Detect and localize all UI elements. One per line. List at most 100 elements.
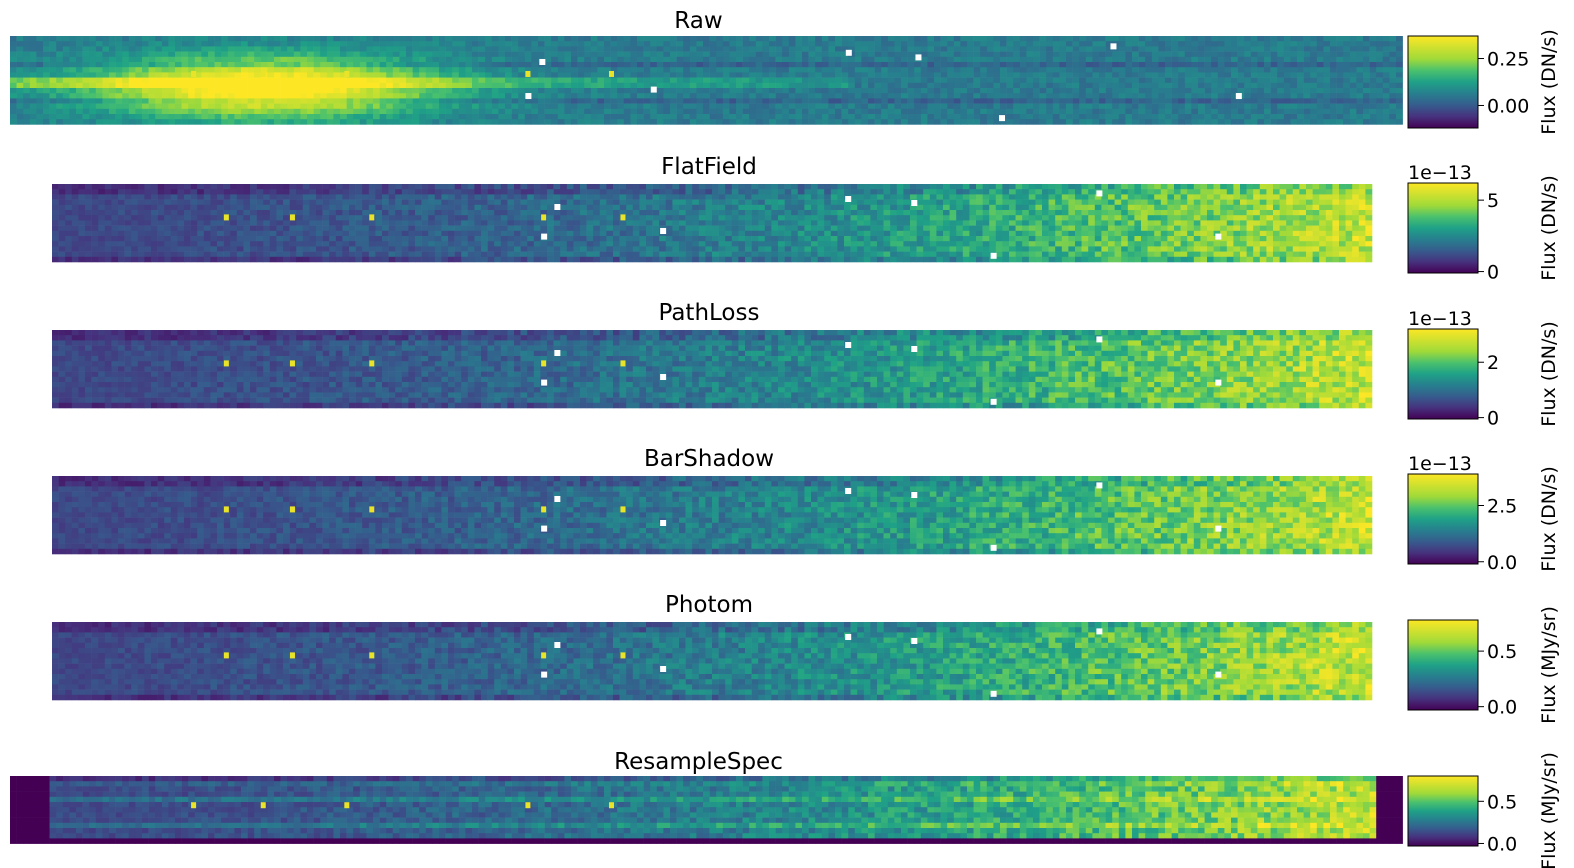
heatmap-cell [907,67,915,73]
heatmap-cell [302,210,310,216]
heatmap-cell [1220,189,1228,195]
heatmap-cell [920,114,928,120]
heatmap-cell [1259,194,1267,200]
heatmap-cell [663,82,671,89]
heatmap-cell [29,62,37,68]
heatmap-cell [1105,103,1113,110]
heatmap-cell [434,199,442,206]
heatmap-cell [36,119,44,125]
heatmap-cell [465,88,473,94]
heatmap-cell [194,98,202,104]
heatmap-cell [1046,36,1054,42]
heatmap-cell [29,103,37,110]
heatmap-cell [698,184,706,190]
heatmap-cell [135,46,143,52]
heatmap-cell [359,103,367,110]
heatmap-cell [415,194,422,200]
heatmap-cell [49,72,57,78]
heatmap-cell [775,56,783,63]
heatmap-cell [170,215,178,221]
heatmap-cell [986,93,994,99]
heatmap-cell [208,62,215,68]
heatmap-cell [102,41,110,47]
heatmap-cell [210,184,218,190]
heatmap-cell [392,51,400,58]
heatmap-cell [927,72,935,78]
heatmap-cell [313,72,321,78]
heatmap-cell [738,189,746,195]
heatmap-cell [1237,72,1245,78]
heatmap-cell [1187,215,1195,221]
heatmap-cell [128,108,136,115]
heatmap-cell [472,88,479,94]
heatmap-cell [982,210,990,216]
heatmap-cell [1000,82,1007,89]
heatmap-cell [1339,210,1346,216]
heatmap-cell [962,210,970,216]
heatmap-cell [920,88,928,94]
heatmap-cell [1114,194,1122,200]
heatmap-cell [663,72,671,78]
heatmap-cell [124,204,132,211]
heatmap-cell [98,204,106,211]
heatmap-cell [386,62,394,68]
heatmap-cell [854,93,862,99]
heatmap-cell [333,119,341,125]
heatmap-cell [663,88,671,94]
heatmap-cell [742,46,750,52]
heatmap-cell [797,199,805,206]
heatmap-cell [395,194,403,200]
heatmap-cell [584,93,592,99]
heatmap-cell [573,215,581,221]
heatmap-cell [936,189,944,195]
heatmap-cell [934,88,941,94]
heatmap-cell [613,189,620,195]
heatmap-cell [1343,88,1351,94]
heatmap-cell [894,67,902,73]
heatmap-cell [300,36,308,42]
heatmap-cell [610,93,618,99]
heatmap-cell [137,184,145,190]
heatmap-cell [797,189,805,195]
heatmap-cell [439,103,446,110]
heatmap-cell [1141,194,1148,200]
heatmap-cell [302,215,310,221]
heatmap-cell [584,46,592,52]
heatmap-cell [1132,36,1139,42]
heatmap-cell [613,199,620,206]
heatmap-cell [1138,82,1146,89]
heatmap-cell [452,51,460,58]
heatmap-cell [557,51,565,58]
heatmap-cell [217,194,224,200]
heatmap-cell [802,77,809,84]
heatmap-cell [910,189,917,195]
heatmap-cell [122,77,130,84]
heatmap-cell [762,36,770,42]
heatmap-cell [967,56,974,63]
heatmap-cell [1118,46,1126,52]
heatmap-cell [142,72,149,78]
heatmap-cell [689,56,697,63]
heatmap-cell [940,41,948,47]
heatmap-cell [782,108,790,115]
heatmap-cell [1233,184,1241,190]
heatmap-cell [551,103,559,110]
heatmap-cell [995,210,1003,216]
heatmap-cell [1303,88,1311,94]
heatmap-cell [276,215,284,221]
heatmap-cell [137,215,145,221]
heatmap-cell [986,82,994,89]
heatmap-cell [487,184,495,190]
heatmap-cell [234,103,242,110]
heatmap-cell [1363,36,1370,42]
heatmap-cell [571,114,578,120]
heatmap-cell [1006,62,1014,68]
heatmap-cell [1250,72,1258,78]
masked-pixel [999,115,1006,122]
heatmap-cell [619,194,627,200]
heatmap-cell [835,62,842,68]
heatmap-cell [610,51,618,58]
heatmap-cell [1174,215,1181,221]
heatmap-cell [630,77,638,84]
heatmap-cell [260,108,268,115]
